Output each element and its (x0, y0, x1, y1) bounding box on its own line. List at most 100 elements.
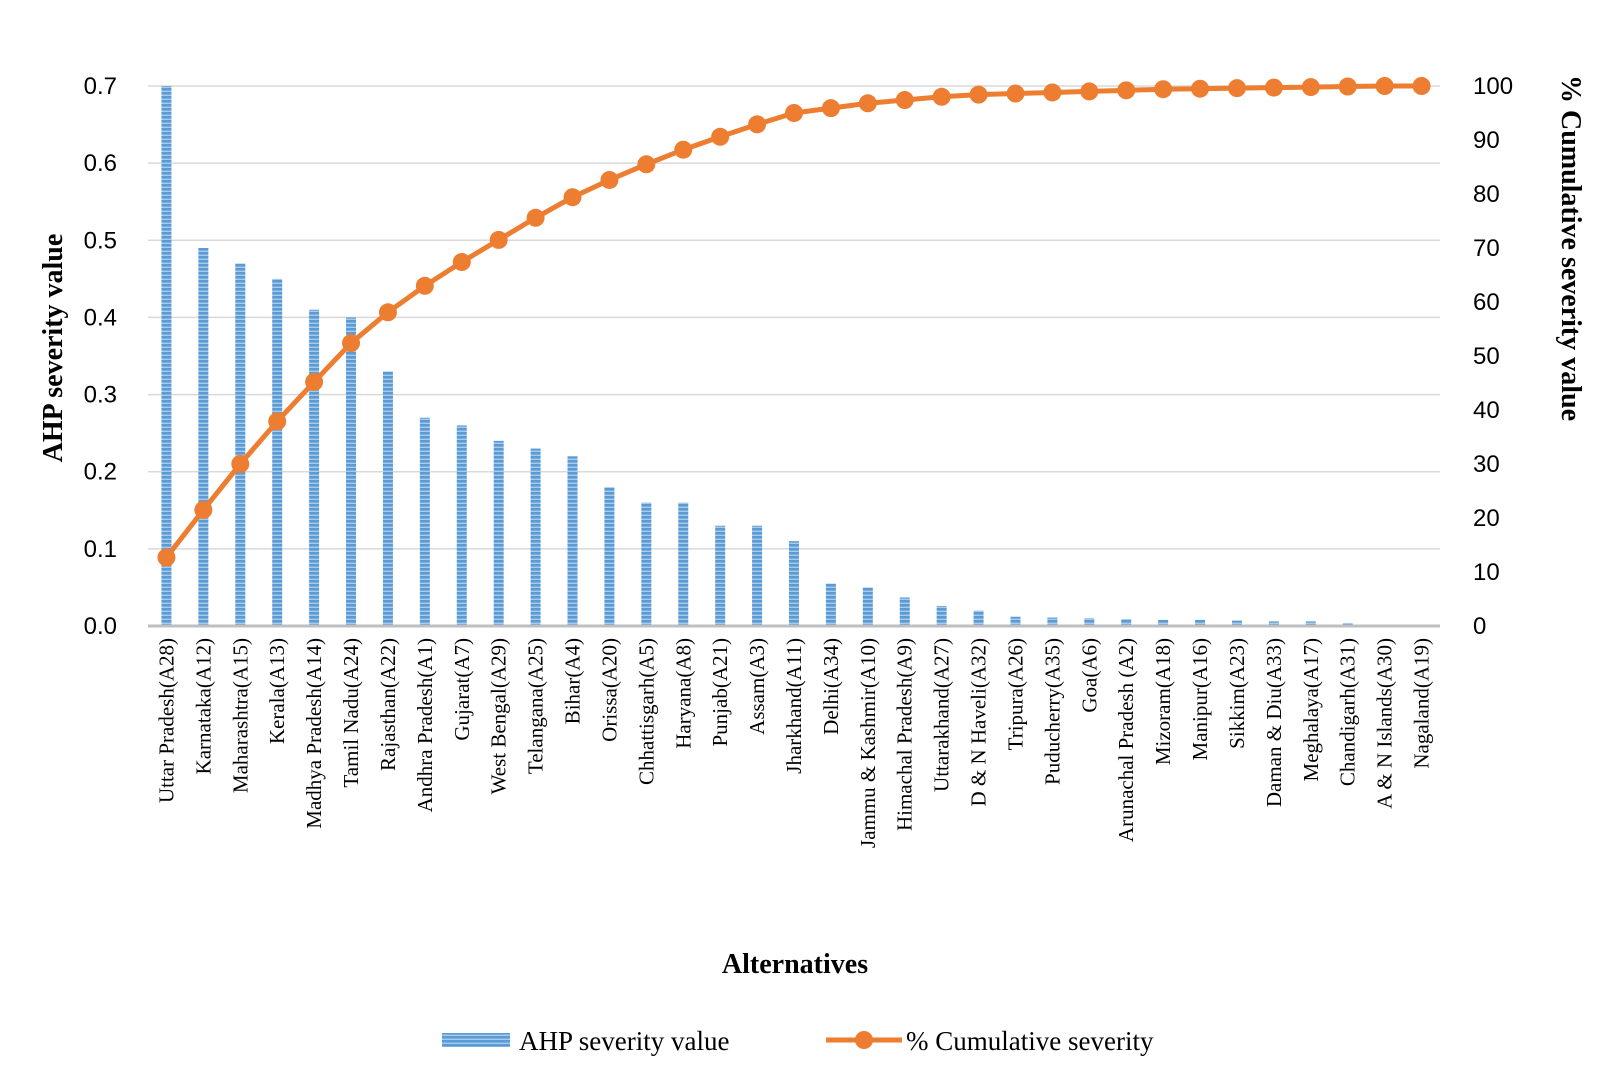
cumulative-point-14 (674, 140, 693, 159)
category-label-23: Tripura(A26) (1003, 638, 1027, 750)
category-label-14: Haryana(A8) (671, 638, 695, 749)
cumulative-point-28 (1191, 79, 1210, 98)
bar-20 (899, 597, 910, 626)
category-label-9: West Bengal(A29) (487, 638, 511, 794)
cumulative-point-3 (268, 412, 287, 431)
bar-15 (715, 525, 726, 626)
bar-23 (1010, 616, 1021, 626)
left-tick-label: 0.2 (84, 459, 117, 486)
cumulative-point-16 (748, 115, 767, 134)
gridlines (148, 85, 1440, 550)
bar-9 (493, 440, 504, 626)
cumulative-point-32 (1338, 77, 1357, 96)
right-tick-label: 10 (1473, 559, 1500, 586)
bar-7 (419, 417, 430, 626)
right-tick-label: 60 (1473, 289, 1500, 316)
bar-31 (1305, 621, 1316, 626)
bar-5 (346, 317, 357, 626)
cumulative-point-25 (1080, 82, 1099, 101)
cumulative-point-19 (858, 94, 877, 113)
right-tick-label: 0 (1473, 613, 1486, 640)
right-tick-label: 40 (1473, 397, 1500, 424)
cumulative-point-17 (785, 104, 803, 122)
cumulative-point-34 (1412, 77, 1431, 95)
bar-3 (272, 278, 283, 626)
category-label-4: Madhya Pradesh(A14) (302, 638, 326, 829)
category-label-2: Maharashtra(A15) (228, 638, 252, 793)
category-label-3: Kerala(A13) (265, 638, 289, 744)
bar-1 (198, 248, 209, 626)
bar-26 (1121, 619, 1132, 626)
cumulative-point-7 (415, 276, 434, 295)
category-label-6: Rajasthan(A22) (376, 638, 400, 771)
category-label-5: Tamil Nadu(A24) (339, 638, 363, 788)
cumulative-point-9 (489, 230, 508, 249)
left-tick-label: 0.3 (84, 382, 117, 409)
left-axis-title: AHP severity value (38, 234, 69, 463)
legend-line-label: % Cumulative severity (906, 1026, 1154, 1056)
category-label-22: D & N Haveli(A32) (967, 638, 991, 807)
category-label-28: Manipur(A16) (1188, 638, 1212, 760)
line-series-cumulative-severity (157, 77, 1431, 567)
legend-line-marker (855, 1031, 873, 1049)
bar-30 (1268, 621, 1279, 626)
cumulative-point-24 (1043, 83, 1062, 102)
category-label-15: Punjab(A21) (708, 638, 732, 747)
bar-28 (1195, 619, 1206, 626)
cumulative-point-1 (194, 500, 213, 519)
cumulative-point-27 (1154, 80, 1173, 99)
left-tick-label: 0.7 (84, 73, 117, 100)
bar-29 (1231, 620, 1242, 626)
category-label-1: Karnataka(A12) (191, 638, 215, 774)
category-label-19: Jammu & Kashmir(A10) (856, 638, 880, 848)
category-label-32: Chandigarh(A31) (1336, 638, 1360, 786)
cumulative-point-12 (600, 170, 619, 189)
legend-bar-label: AHP severity value (519, 1026, 729, 1056)
category-label-31: Meghalaya(A17) (1299, 638, 1323, 781)
bar-10 (530, 448, 541, 626)
category-label-8: Gujarat(A7) (450, 638, 474, 741)
category-label-30: Daman & Diu(A33) (1262, 638, 1286, 807)
cumulative-point-33 (1375, 77, 1394, 95)
bar-22 (973, 610, 984, 626)
x-axis-title: Alternatives (722, 949, 868, 980)
right-axis-ticks: 0 10 20 30 40 50 60 70 80 90 100 (1473, 73, 1513, 640)
category-label-26: Arunachal Pradesh (A2) (1114, 638, 1138, 842)
bar-27 (1158, 619, 1169, 626)
cumulative-point-13 (637, 155, 656, 174)
category-label-13: Chhattisgarh(A5) (634, 638, 658, 785)
cumulative-point-8 (452, 253, 471, 272)
left-tick-label: 0.6 (84, 150, 117, 177)
bar-19 (862, 587, 873, 626)
bar-17 (789, 541, 799, 626)
category-label-16: Assam(A3) (745, 638, 769, 735)
category-label-12: Orissa(A20) (597, 638, 621, 742)
category-label-7: Andhra Pradesh(A1) (413, 638, 437, 812)
category-label-25: Goa(A6) (1077, 638, 1101, 713)
bar-8 (456, 425, 467, 626)
category-label-10: Telangana(A25) (524, 638, 548, 774)
category-label-33: A & N Islands(A30) (1373, 638, 1397, 809)
cumulative-point-15 (711, 127, 730, 146)
right-tick-label: 50 (1473, 343, 1500, 370)
cumulative-point-23 (1006, 84, 1025, 103)
bar-32 (1342, 622, 1353, 626)
cumulative-point-20 (895, 91, 914, 110)
cumulative-point-29 (1227, 79, 1246, 98)
legend-bar-swatch (442, 1033, 510, 1047)
bar-6 (382, 371, 393, 626)
category-labels: Uttar Pradesh(A28) Karnataka(A12) Maharash… (154, 638, 1433, 848)
bar-21 (936, 605, 947, 626)
right-tick-label: 90 (1473, 127, 1500, 154)
category-label-0: Uttar Pradesh(A28) (154, 638, 178, 803)
right-axis-title: % Cumulative severity value (1555, 75, 1586, 421)
cumulative-point-4 (305, 372, 324, 391)
bar-13 (641, 502, 652, 626)
category-label-21: Uttarakhand(A27) (930, 638, 954, 792)
cumulative-point-5 (342, 334, 361, 353)
category-label-11: Bihar(A4) (561, 638, 585, 724)
cumulative-point-11 (563, 188, 582, 207)
bar-series-ahp-severity (161, 86, 1427, 626)
bar-11 (567, 456, 578, 626)
